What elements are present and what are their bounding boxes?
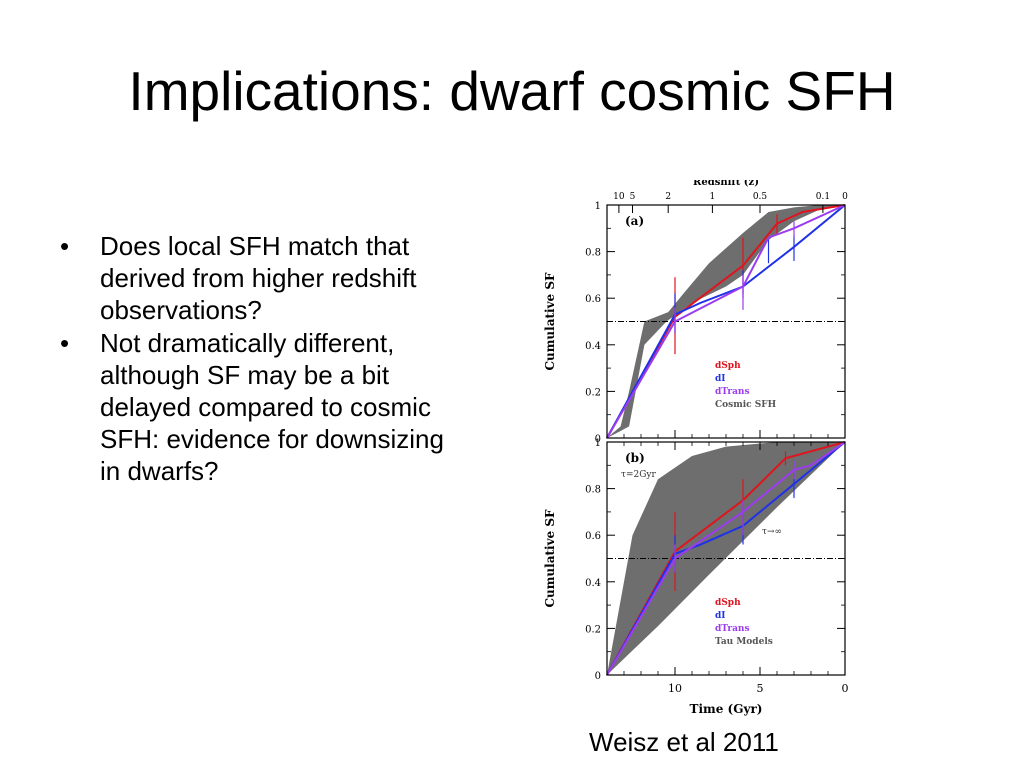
slide-title: Implications: dwarf cosmic SFH [128,60,896,122]
legend-entry: dTrans [715,624,750,634]
y-tick-label: 0.2 [585,624,601,635]
citation: Weisz et al 2011 [589,727,779,757]
series-line-dTrans [606,441,846,676]
legend-entry: dI [715,374,726,384]
bullet-list: • Does local SFH match that derived from… [54,230,444,488]
x-tick-label: 0 [842,682,849,695]
y-tick-label: 0.2 [585,387,601,398]
top-tick-label: 0 [842,192,848,202]
y-tick-label: 0.8 [585,485,601,496]
y-tick-label: 0 [595,671,601,682]
y-tick-label: 1 [595,201,601,212]
legend-entry: dTrans [715,387,750,397]
series-line-dI [606,204,846,439]
x-axis-label: Time (Gyr) [690,702,763,716]
legend-entry: dSph [715,361,741,371]
bullet-text: Not dramatically different, although SF … [100,328,444,486]
top-tick-label: 1 [710,192,716,202]
series-line-dI [606,441,846,676]
annotation-tau-2gyr: τ=2Gyr [621,470,657,480]
series-line-dTrans [606,204,846,439]
y-tick-label: 0.6 [585,294,601,305]
top-tick-label: 10 [613,192,625,202]
y-tick-label: 0 [595,434,601,445]
bullet-text: Does local SFH match that derived from h… [100,231,417,325]
bullet-item: • Does local SFH match that derived from… [54,230,444,326]
x-tick-label: 10 [668,682,682,695]
top-tick-label: 2 [665,192,671,202]
legend-entry: dI [715,611,726,621]
bullet-item: • Not dramatically different, although S… [54,327,444,487]
legend-entry: dSph [715,598,741,608]
bullet-dot-icon: • [60,231,70,261]
bullet-dot-icon: • [60,328,70,358]
y-tick-label: 0.6 [585,531,601,542]
legend-entry: Cosmic SFH [715,400,777,410]
legend-entry: Tau Models [715,637,773,647]
y-tick-label: 0.8 [585,248,601,259]
y-axis-label: Cumulative SF [543,509,557,608]
band-area [607,442,845,675]
y-axis-label: Cumulative SF [543,272,557,371]
annotation-tau-inf: τ→∞ [762,527,782,537]
panel-label: (b) [625,451,645,465]
cumulative-sf-figure: 0 0.2 0.4 0.6 0.8 1 Cumulative SF (a) dSph dI dTra… [543,180,849,716]
x-tick-label: 5 [757,682,764,695]
top-tick-label: 0.1 [816,192,830,202]
top-axis-label: Redshift (z) [693,180,759,188]
y-tick-label: 1 [595,438,601,449]
y-tick-label: 0.4 [585,341,601,352]
top-tick-label: 0.5 [753,192,768,202]
panel-label: (a) [625,214,644,228]
y-tick-label: 0.4 [585,578,601,589]
top-tick-label: 5 [630,192,636,202]
